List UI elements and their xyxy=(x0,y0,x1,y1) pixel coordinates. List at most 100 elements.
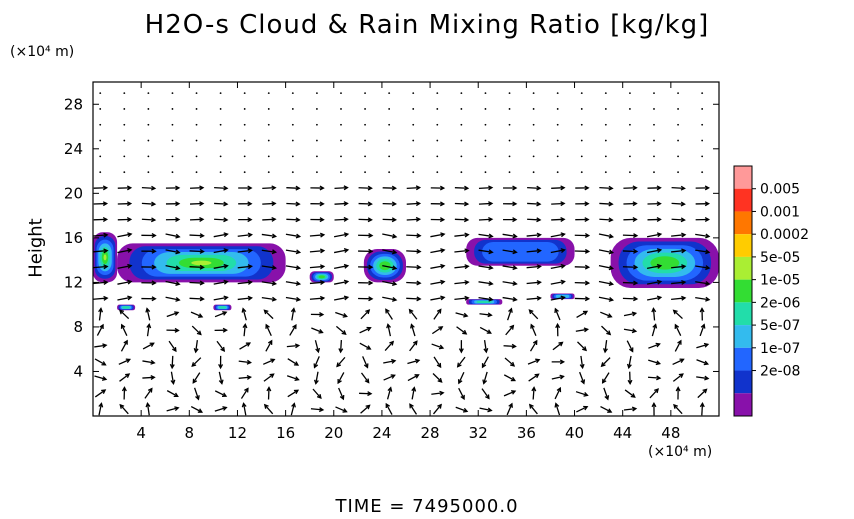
wind-vector xyxy=(382,280,397,285)
wind-vector xyxy=(93,281,108,285)
wind-vector xyxy=(433,309,442,320)
colorbar-label: 1e-07 xyxy=(760,341,800,357)
wind-vector xyxy=(432,404,442,415)
wind-vector xyxy=(142,360,155,364)
wind-vector xyxy=(478,296,493,301)
wind-vector-head xyxy=(367,391,373,397)
wind-vector-head xyxy=(319,217,325,223)
wind-vector xyxy=(532,108,535,110)
wind-vector-head xyxy=(294,343,301,349)
wind-vector-head xyxy=(656,295,663,301)
wind-vector-head xyxy=(655,360,662,366)
wind-vector-head xyxy=(584,233,591,239)
wind-vector-head xyxy=(436,308,442,314)
wind-vector xyxy=(604,155,607,158)
wind-vector xyxy=(431,392,444,395)
wind-vector xyxy=(677,171,679,174)
wind-vector-head xyxy=(438,326,444,331)
wind-vector-head xyxy=(651,307,657,313)
wind-vector xyxy=(551,375,564,380)
wind-vector-head xyxy=(363,363,369,369)
wind-vector-head xyxy=(437,403,442,409)
wind-vector-head xyxy=(412,340,418,346)
wind-vector-head xyxy=(222,327,228,333)
wind-vector-head xyxy=(462,329,468,335)
wind-vector-head xyxy=(103,264,109,270)
wind-vector xyxy=(388,139,391,142)
wind-vector-head xyxy=(703,360,710,366)
wind-vector xyxy=(648,359,660,365)
wind-vector xyxy=(456,326,467,335)
wind-vector-head xyxy=(651,401,657,408)
wind-vector xyxy=(165,265,180,270)
wind-vector-head xyxy=(290,307,296,313)
wind-vector-head xyxy=(343,295,350,301)
wind-vector-head xyxy=(488,233,494,239)
wind-vector-head xyxy=(463,217,470,223)
wind-vector xyxy=(238,360,251,364)
wind-vector xyxy=(243,123,246,126)
wind-vector xyxy=(507,308,513,321)
wind-vector xyxy=(603,387,609,400)
wind-vector xyxy=(412,155,415,158)
wind-vector-head xyxy=(368,280,374,286)
wind-vector xyxy=(142,342,154,350)
wind-vector xyxy=(213,249,228,254)
wind-vector xyxy=(671,249,686,253)
wind-vector xyxy=(653,108,655,110)
wind-vector-head xyxy=(337,378,342,385)
wind-vector-head xyxy=(191,362,197,368)
wind-vector xyxy=(214,390,227,397)
wind-vector-head xyxy=(145,402,151,408)
wind-vector xyxy=(701,92,704,95)
wind-vector xyxy=(382,265,397,270)
wind-vector-head xyxy=(673,403,679,409)
wind-vector xyxy=(502,265,517,269)
wind-vector xyxy=(484,123,487,126)
wind-vector-head xyxy=(266,386,272,392)
wind-vector xyxy=(622,297,637,300)
wind-vector-head xyxy=(485,394,490,400)
wind-vector xyxy=(701,403,704,416)
wind-vector-head xyxy=(118,309,124,315)
wind-vector xyxy=(147,92,150,95)
wind-vector xyxy=(141,218,155,221)
wind-vector xyxy=(454,249,469,253)
wind-vector xyxy=(409,340,418,352)
wind-vector xyxy=(526,297,541,300)
colorbar-swatch xyxy=(734,370,752,394)
wind-vector-head xyxy=(633,296,639,302)
wind-vector-head xyxy=(102,217,109,222)
y-tick-label: 4 xyxy=(73,362,83,380)
wind-vector-head xyxy=(295,217,301,223)
wind-vector-head xyxy=(584,201,590,207)
wind-vector xyxy=(622,266,637,268)
wind-vector xyxy=(556,139,559,142)
wind-vector-head xyxy=(705,280,711,286)
wind-vector xyxy=(262,186,276,189)
wind-vector xyxy=(646,296,661,301)
y-tick-label: 12 xyxy=(64,273,83,291)
wind-vector-head xyxy=(512,280,518,286)
wind-vector xyxy=(243,324,246,337)
wind-vector-head xyxy=(608,265,615,271)
wind-vector-head xyxy=(681,264,687,270)
wind-vector xyxy=(119,373,130,382)
wind-vector-head xyxy=(271,265,278,271)
wind-vector-head xyxy=(530,323,535,329)
wind-vector xyxy=(575,391,588,396)
wind-vector-head xyxy=(509,324,515,330)
colorbar-label: 5e-05 xyxy=(760,250,800,266)
wind-vector-head xyxy=(319,185,325,191)
wind-vector-head xyxy=(559,374,565,380)
wind-vector xyxy=(364,155,366,158)
wind-vector xyxy=(238,376,251,379)
wind-vector xyxy=(263,358,275,365)
wind-vector xyxy=(165,296,180,301)
wind-vector-head xyxy=(681,232,687,238)
wind-vector xyxy=(604,171,607,174)
wind-vector xyxy=(96,324,104,336)
wind-vector xyxy=(532,387,535,400)
wind-vector-head xyxy=(512,217,518,223)
wind-vector-head xyxy=(223,248,229,253)
